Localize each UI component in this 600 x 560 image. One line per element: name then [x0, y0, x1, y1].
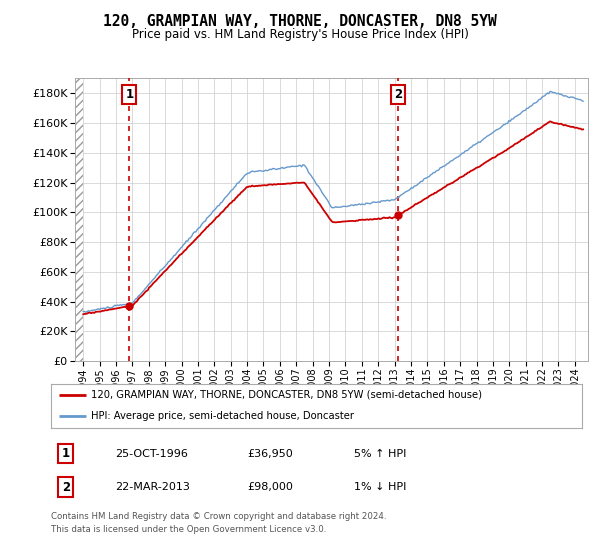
Text: 2: 2 [394, 88, 402, 101]
Text: 5% ↑ HPI: 5% ↑ HPI [353, 449, 406, 459]
Bar [75, 78, 83, 361]
Text: £36,950: £36,950 [247, 449, 293, 459]
Text: HPI: Average price, semi-detached house, Doncaster: HPI: Average price, semi-detached house,… [91, 411, 354, 421]
Text: 1: 1 [125, 88, 133, 101]
Text: 2: 2 [62, 480, 70, 494]
Text: 1% ↓ HPI: 1% ↓ HPI [353, 482, 406, 492]
Text: 120, GRAMPIAN WAY, THORNE, DONCASTER, DN8 5YW (semi-detached house): 120, GRAMPIAN WAY, THORNE, DONCASTER, DN… [91, 390, 482, 400]
Text: £98,000: £98,000 [247, 482, 293, 492]
Text: 22-MAR-2013: 22-MAR-2013 [115, 482, 190, 492]
Text: 1: 1 [62, 447, 70, 460]
Text: 120, GRAMPIAN WAY, THORNE, DONCASTER, DN8 5YW: 120, GRAMPIAN WAY, THORNE, DONCASTER, DN… [103, 14, 497, 29]
Text: Contains HM Land Registry data © Crown copyright and database right 2024.
This d: Contains HM Land Registry data © Crown c… [51, 512, 386, 534]
Text: Price paid vs. HM Land Registry's House Price Index (HPI): Price paid vs. HM Land Registry's House … [131, 28, 469, 41]
Text: 25-OCT-1996: 25-OCT-1996 [115, 449, 188, 459]
